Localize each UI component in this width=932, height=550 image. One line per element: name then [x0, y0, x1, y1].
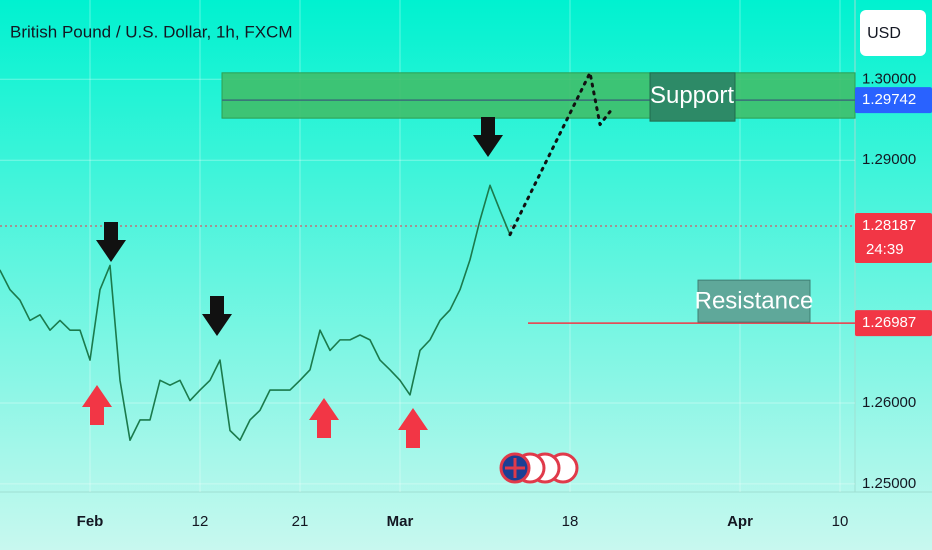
resistance-label-box [697, 279, 811, 323]
price-tag-label: 1.28187 [862, 217, 916, 234]
price-tag [855, 87, 932, 114]
chart-title: British Pound / U.S. Dollar, 1h, FXCM [10, 22, 293, 41]
y-tick-label: 1.29000 [862, 151, 916, 168]
x-tick-label: Feb [77, 513, 104, 530]
up-arrow [82, 385, 112, 425]
zones: Support Resistance [0, 72, 856, 324]
support-label-box [649, 72, 736, 122]
x-tick-label: 12 [192, 513, 209, 530]
x-tick-label: 18 [562, 513, 579, 530]
price-tag-label: 1.29742 [862, 91, 916, 108]
down-arrow [202, 296, 232, 336]
forecast-line [508, 71, 612, 237]
support-label: Support [650, 82, 734, 109]
down-arrow [96, 222, 126, 262]
up-arrow [398, 408, 428, 448]
price-tag [855, 213, 932, 264]
x-tick-label: Mar [387, 513, 414, 530]
countdown: 24:39 [866, 241, 904, 258]
price-tag [855, 310, 932, 337]
up-arrow [309, 398, 339, 438]
down-arrow [473, 117, 503, 157]
series [0, 71, 612, 442]
currency-label[interactable]: USD [867, 25, 901, 42]
price-line [0, 184, 511, 442]
x-tick-label: Apr [727, 513, 753, 530]
x-tick-label: 10 [832, 513, 849, 530]
support-zone [221, 72, 856, 119]
currency-button[interactable] [860, 10, 926, 56]
price-tag-label: 1.26987 [862, 314, 916, 331]
y-tick-label: 1.26000 [862, 394, 916, 411]
y-tick-label: 1.25000 [862, 475, 916, 492]
y-tick-label: 1.30000 [862, 70, 916, 87]
price-labels: 1.25000 1.26000 1.29000 1.30000 Feb 12 21 Mar 18… [77, 70, 932, 530]
flag-cross [505, 458, 525, 478]
event-flags [499, 452, 579, 484]
resistance-label: Resistance [695, 287, 814, 314]
arrows [82, 117, 503, 448]
x-tick-label: 21 [292, 513, 309, 530]
